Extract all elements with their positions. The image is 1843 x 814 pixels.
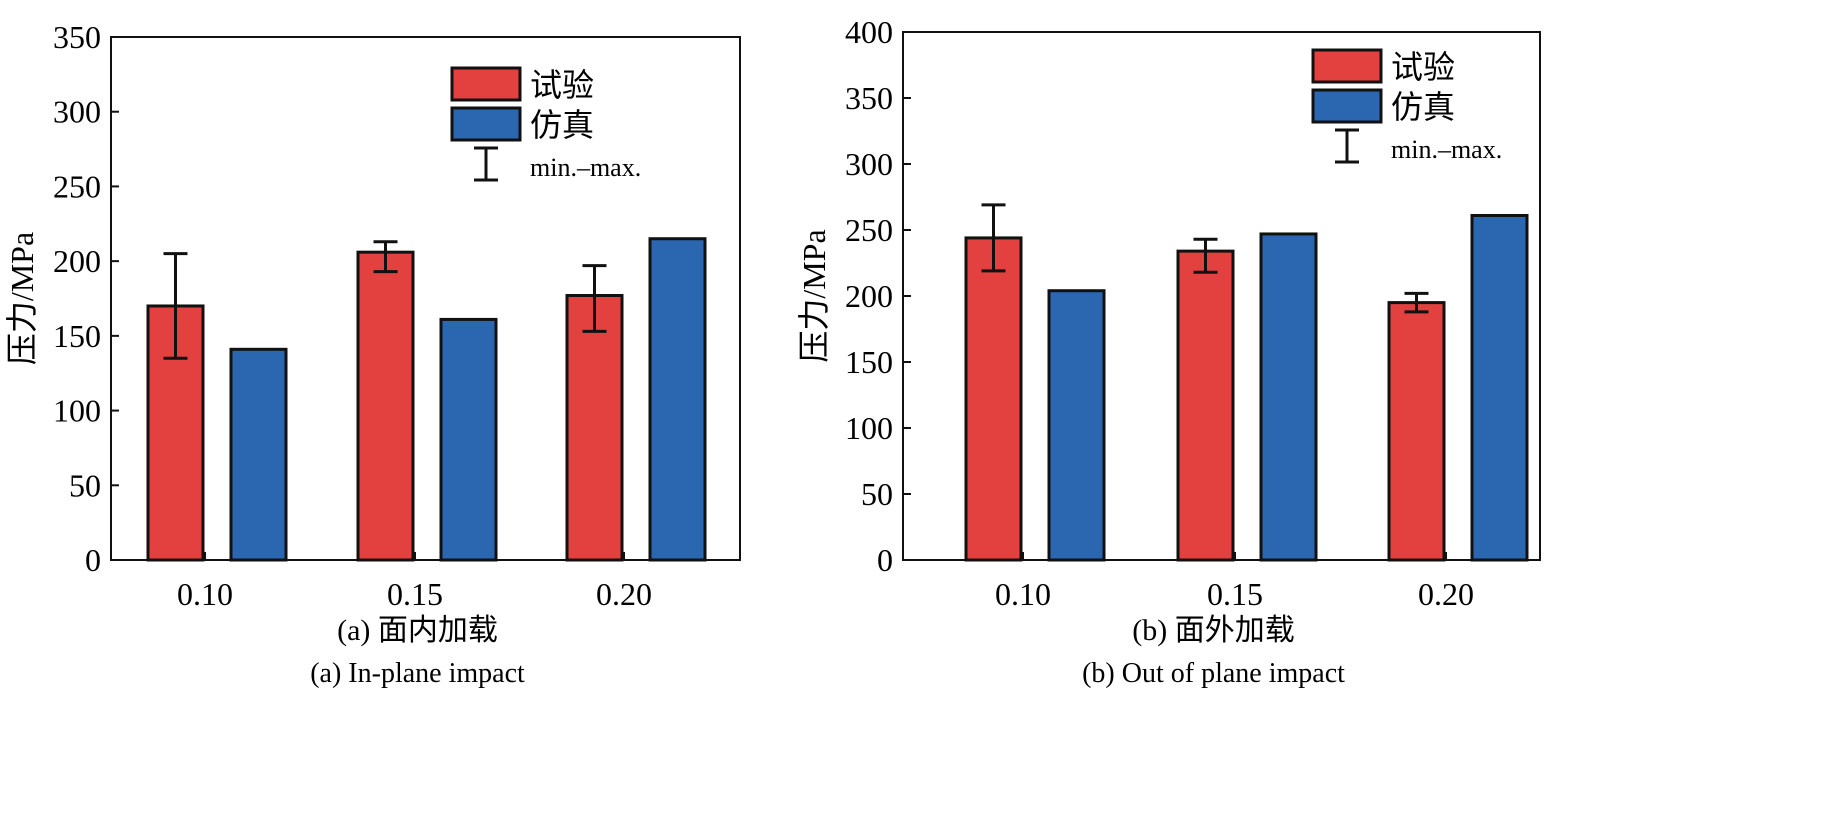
x-tick-label: 0.15 [1207, 576, 1263, 612]
y-tick-label: 50 [69, 467, 101, 503]
bar-test [565, 294, 624, 562]
y-tick-label: 350 [845, 80, 893, 116]
bar-test [1387, 301, 1446, 562]
y-tick-label: 100 [53, 393, 101, 429]
x-tick-label: 0.20 [1418, 576, 1474, 612]
chart-title: (b) 面外加载 [1132, 614, 1294, 647]
x-tick-label: 0.10 [995, 576, 1051, 612]
legend-swatch-test [1311, 48, 1383, 84]
bar-test [1176, 249, 1235, 562]
y-axis-label: 压力/MPa [796, 229, 832, 362]
y-tick-label: 200 [845, 278, 893, 314]
y-tick-label: 250 [53, 168, 101, 204]
legend-label: 仿真 [530, 107, 594, 143]
y-tick-label: 100 [845, 410, 893, 446]
legend-label: 仿真 [1391, 89, 1455, 125]
y-tick-label: 0 [85, 542, 101, 578]
legend-label: 试验 [530, 67, 594, 103]
chart-subtitle: (a) In-plane impact [310, 658, 525, 689]
plot-frame [110, 36, 741, 561]
x-tick-label: 0.15 [387, 576, 443, 612]
y-tick-label: 150 [53, 318, 101, 354]
y-tick-label: 250 [845, 212, 893, 248]
x-tick-label: 0.10 [177, 576, 233, 612]
y-tick-label: 0 [877, 542, 893, 578]
bar-sim [229, 347, 288, 562]
bar-test [356, 250, 415, 562]
y-tick-label: 300 [845, 146, 893, 182]
x-tick-label: 0.20 [596, 576, 652, 612]
y-tick-label: 400 [845, 14, 893, 50]
bar-test [964, 236, 1023, 562]
y-tick-label: 200 [53, 243, 101, 279]
legend-label: min.–max. [1391, 135, 1502, 164]
bar-sim [439, 317, 498, 562]
y-tick-label: 150 [845, 344, 893, 380]
legend-label: 试验 [1391, 49, 1455, 85]
chart-title: (a) 面内加载 [337, 614, 498, 647]
y-tick-label: 50 [861, 476, 893, 512]
bar-sim [648, 237, 707, 562]
y-tick-label: 350 [53, 19, 101, 55]
y-axis-label: 压力/MPa [4, 232, 40, 365]
chart-subtitle: (b) Out of plane impact [1082, 658, 1345, 689]
bar-sim [1470, 213, 1529, 562]
legend-label: min.–max. [530, 153, 641, 182]
legend-swatch-sim [1311, 88, 1383, 124]
legend-swatch-test [450, 66, 522, 102]
bar-sim [1047, 289, 1106, 562]
legend-swatch-sim [450, 106, 522, 142]
bar-sim [1259, 232, 1318, 562]
y-tick-label: 300 [53, 94, 101, 130]
